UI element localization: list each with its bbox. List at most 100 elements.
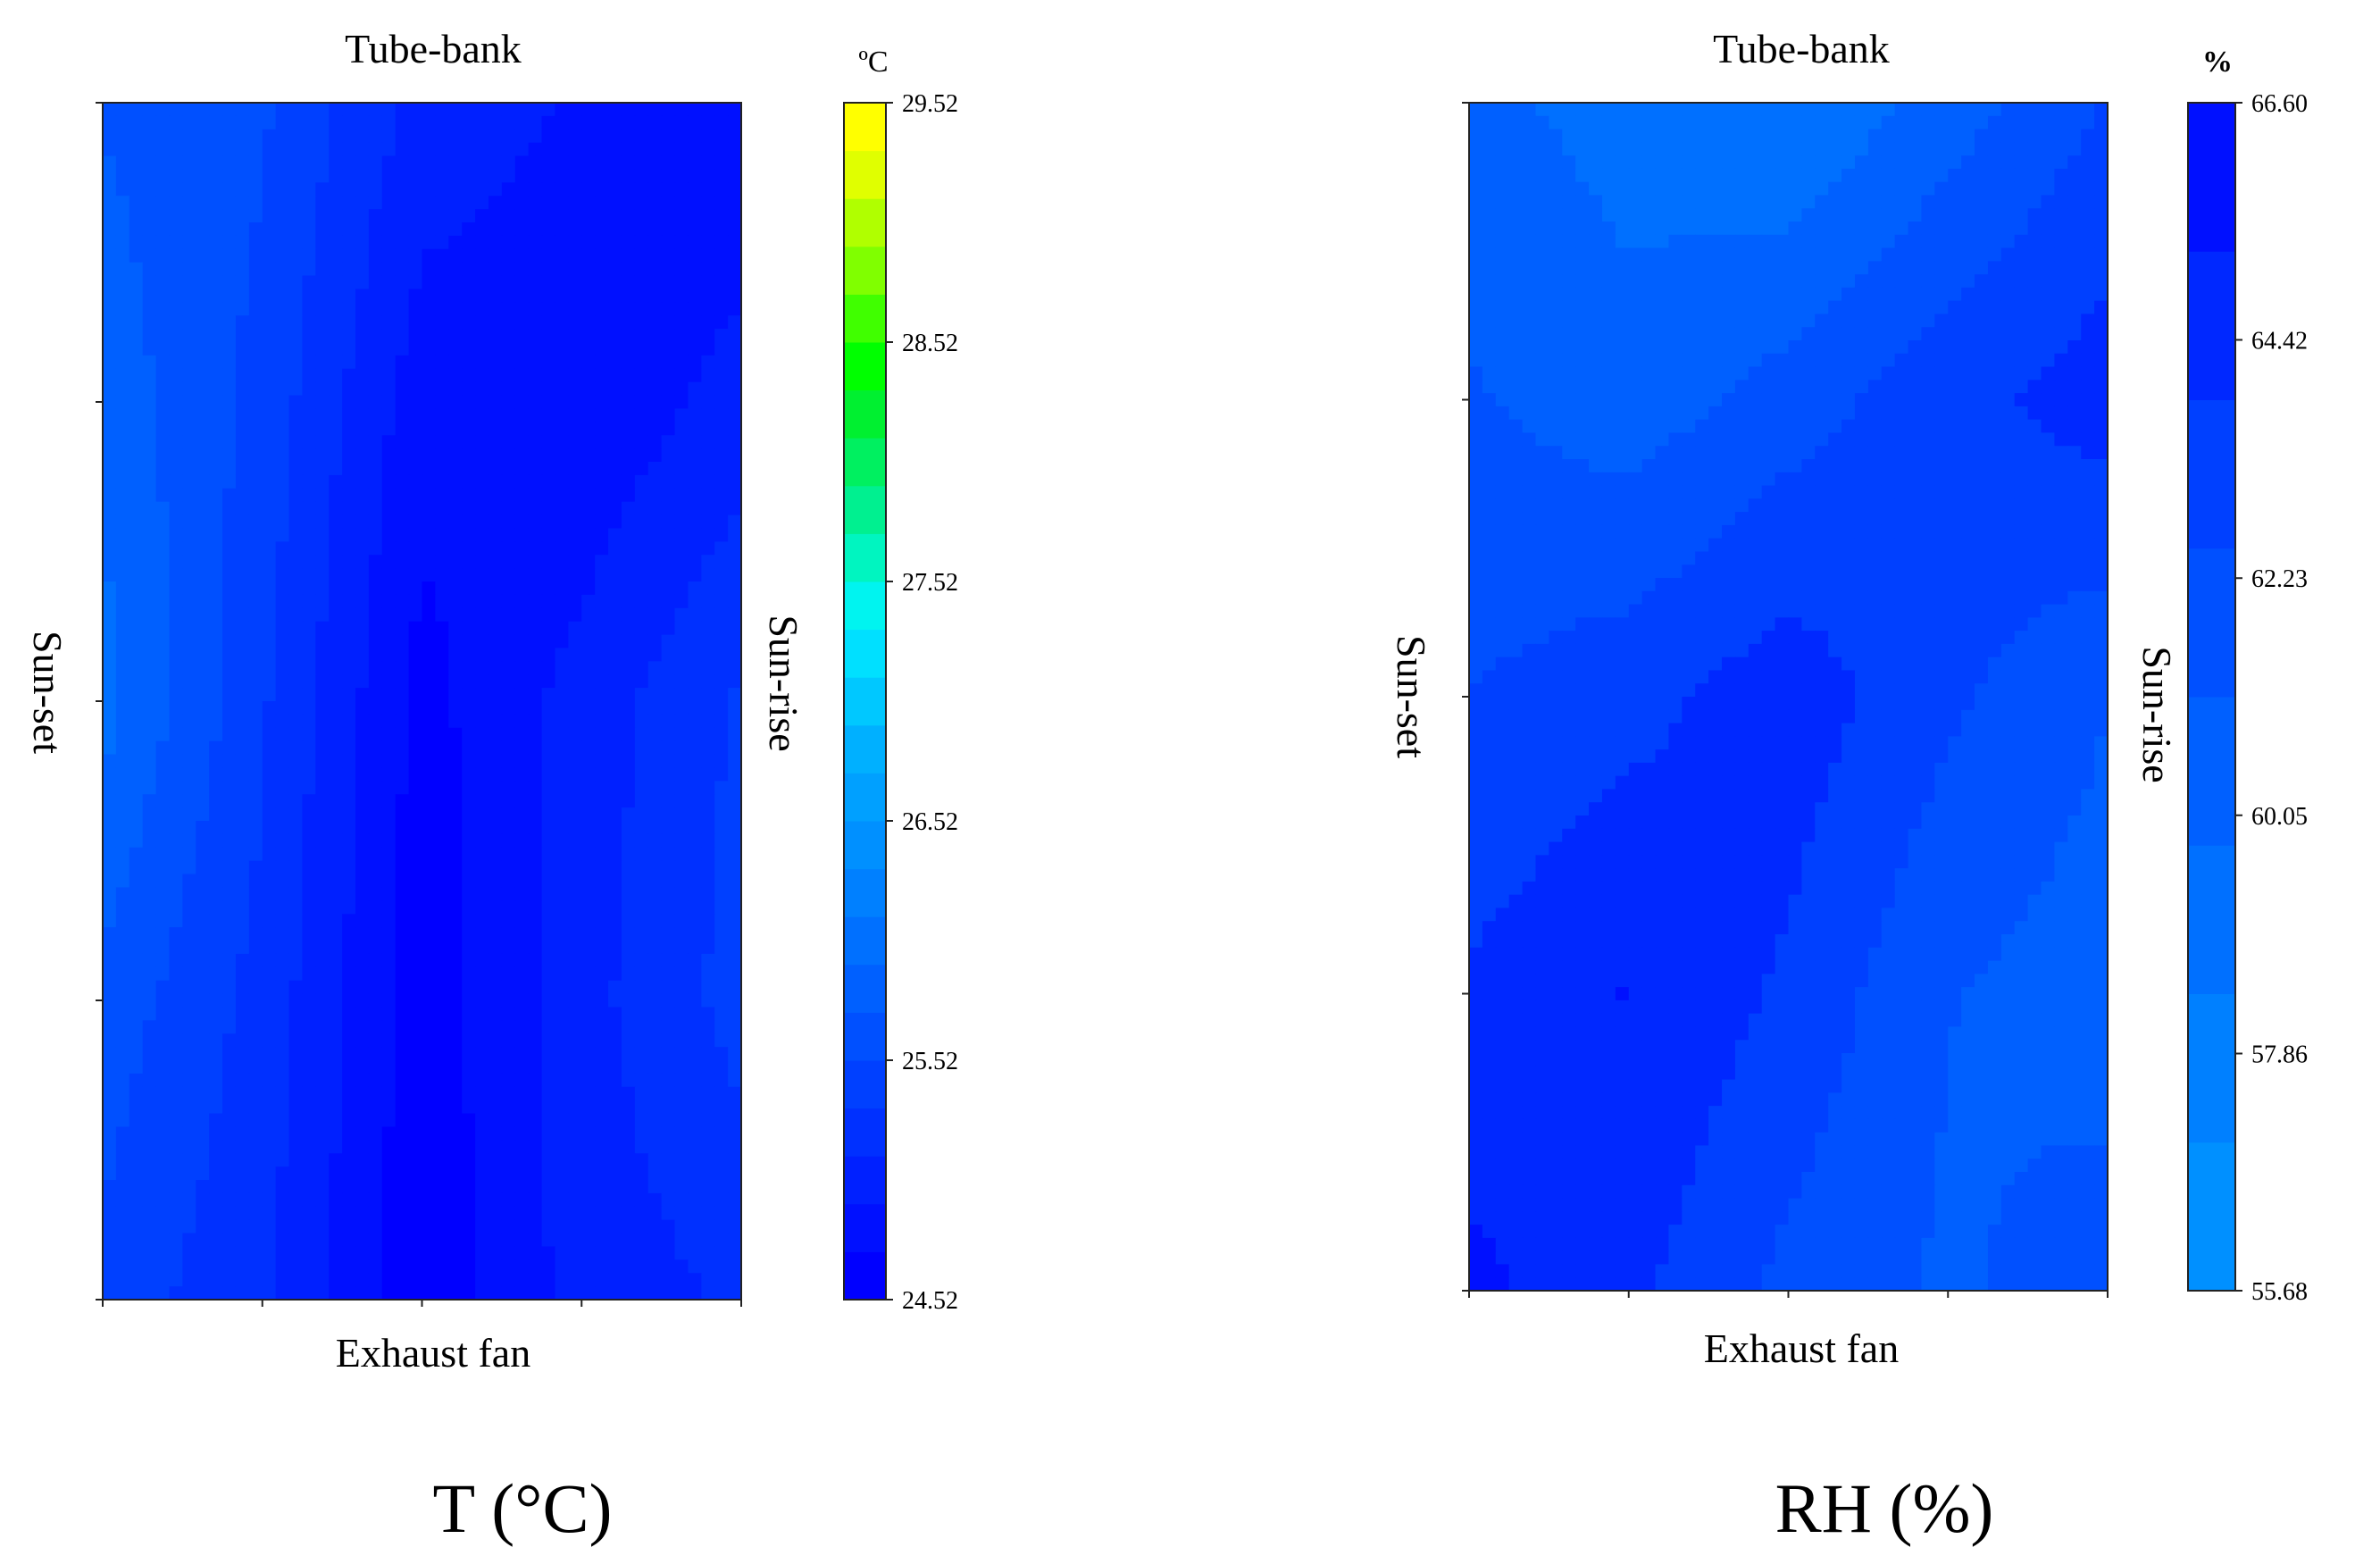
temperature-contour-cell: [542, 701, 556, 715]
temperature-contour-cell: [355, 1047, 370, 1060]
temperature-contour-cell: [103, 489, 117, 502]
temperature-contour-cell: [529, 608, 543, 622]
temperature-contour-cell: [675, 355, 689, 369]
temperature-contour-cell: [396, 1193, 410, 1207]
temperature-contour-cell: [143, 622, 157, 635]
temperature-contour-cell: [555, 182, 569, 196]
temperature-contour-cell: [529, 914, 543, 927]
temperature-contour-cell: [701, 595, 715, 608]
temperature-contour-cell: [489, 156, 503, 170]
temperature-contour-cell: [568, 528, 582, 541]
humidity-contour-cell: [1656, 208, 1670, 222]
temperature-contour-cell: [396, 1047, 410, 1060]
temperature-contour-cell: [422, 1126, 437, 1140]
temperature-contour-cell: [156, 555, 171, 568]
temperature-contour-cell: [143, 608, 157, 622]
temperature-contour-cell: [369, 794, 383, 807]
humidity-contour-cell: [1695, 261, 1709, 274]
temperature-contour-cell: [435, 502, 449, 515]
temperature-contour-cell: [396, 874, 410, 888]
temperature-contour-cell: [542, 767, 556, 781]
temperature-contour-cell: [622, 515, 636, 529]
temperature-contour-cell: [701, 608, 715, 622]
humidity-contour-cell: [1815, 155, 1829, 169]
temperature-contour-cell: [236, 595, 250, 608]
temperature-contour-cell: [289, 1180, 304, 1193]
humidity-contour-cell: [1469, 116, 1483, 130]
temperature-contour-cell: [675, 900, 689, 914]
temperature-contour-cell: [701, 1007, 715, 1020]
temperature-contour-cell: [475, 927, 489, 941]
temperature-contour-cell: [355, 515, 370, 529]
temperature-contour-cell: [448, 541, 463, 555]
temperature-contour-cell: [236, 1220, 250, 1234]
humidity-contour-cell: [2001, 169, 2016, 182]
temperature-contour-cell: [502, 1153, 516, 1167]
temperature-contour-cell: [475, 1180, 489, 1193]
temperature-contour-cell: [542, 1047, 556, 1060]
temperature-contour-cell: [209, 622, 223, 635]
temperature-colorbar-segment: [844, 1060, 886, 1108]
temperature-contour-cell: [116, 807, 130, 821]
temperature-contour-cell: [409, 1180, 423, 1193]
temperature-contour-cell: [276, 1100, 290, 1114]
temperature-contour-cell: [502, 263, 516, 276]
temperature-contour-cell: [422, 289, 437, 302]
humidity-contour-cell: [1975, 103, 1989, 116]
temperature-contour-cell: [156, 981, 171, 994]
temperature-contour-cell: [728, 1074, 742, 1087]
humidity-contour-cell: [1708, 169, 1723, 182]
temperature-contour-cell: [129, 130, 144, 143]
temperature-contour-cell: [688, 1140, 702, 1153]
temperature-contour-cell: [302, 1007, 316, 1020]
temperature-contour-cell: [581, 116, 596, 130]
temperature-contour-cell: [422, 209, 437, 222]
temperature-contour-cell: [329, 169, 343, 182]
humidity-contour-cell: [1656, 155, 1670, 169]
temperature-contour-cell: [315, 209, 330, 222]
temperature-contour-cell: [568, 143, 582, 156]
temperature-contour-cell: [701, 1220, 715, 1234]
temperature-contour-cell: [489, 728, 503, 741]
temperature-contour-cell: [342, 1153, 356, 1167]
humidity-contour-cell: [1509, 235, 1524, 248]
temperature-contour-cell: [103, 701, 117, 715]
temperature-contour-cell: [382, 1140, 397, 1153]
temperature-contour-cell: [129, 821, 144, 834]
temperature-contour-cell: [475, 794, 489, 807]
humidity-contour-cell: [2028, 169, 2042, 182]
temperature-contour-cell: [302, 156, 316, 170]
humidity-contour-cell: [1762, 235, 1776, 248]
temperature-contour-cell: [169, 1234, 183, 1247]
temperature-contour-cell: [595, 648, 609, 661]
temperature-contour-cell: [728, 143, 742, 156]
temperature-contour-cell: [382, 396, 397, 409]
temperature-contour-cell: [608, 1167, 622, 1180]
temperature-contour-cell: [276, 1220, 290, 1234]
temperature-contour-cell: [329, 728, 343, 741]
humidity-contour-cell: [1575, 195, 1590, 208]
temperature-contour-cell: [648, 994, 663, 1008]
temperature-contour-cell: [422, 981, 437, 994]
temperature-contour-cell: [622, 887, 636, 900]
humidity-contour-cell: [1841, 155, 1856, 169]
temperature-contour-cell: [635, 688, 649, 701]
temperature-contour-cell: [435, 1140, 449, 1153]
temperature-contour-cell: [675, 1074, 689, 1087]
humidity-contour-cell: [1882, 222, 1896, 235]
humidity-contour-cell: [2054, 116, 2068, 130]
temperature-contour-cell: [608, 1007, 622, 1020]
temperature-contour-cell: [435, 196, 449, 209]
temperature-contour-cell: [635, 981, 649, 994]
temperature-contour-cell: [728, 608, 742, 622]
temperature-contour-cell: [116, 900, 130, 914]
temperature-contour-cell: [622, 448, 636, 462]
temperature-contour-cell: [448, 502, 463, 515]
temperature-contour-cell: [369, 143, 383, 156]
temperature-contour-cell: [648, 981, 663, 994]
humidity-contour-cell: [1682, 261, 1696, 274]
temperature-contour-cell: [315, 1060, 330, 1074]
temperature-contour-cell: [369, 528, 383, 541]
temperature-contour-cell: [369, 1180, 383, 1193]
temperature-contour-cell: [143, 861, 157, 874]
